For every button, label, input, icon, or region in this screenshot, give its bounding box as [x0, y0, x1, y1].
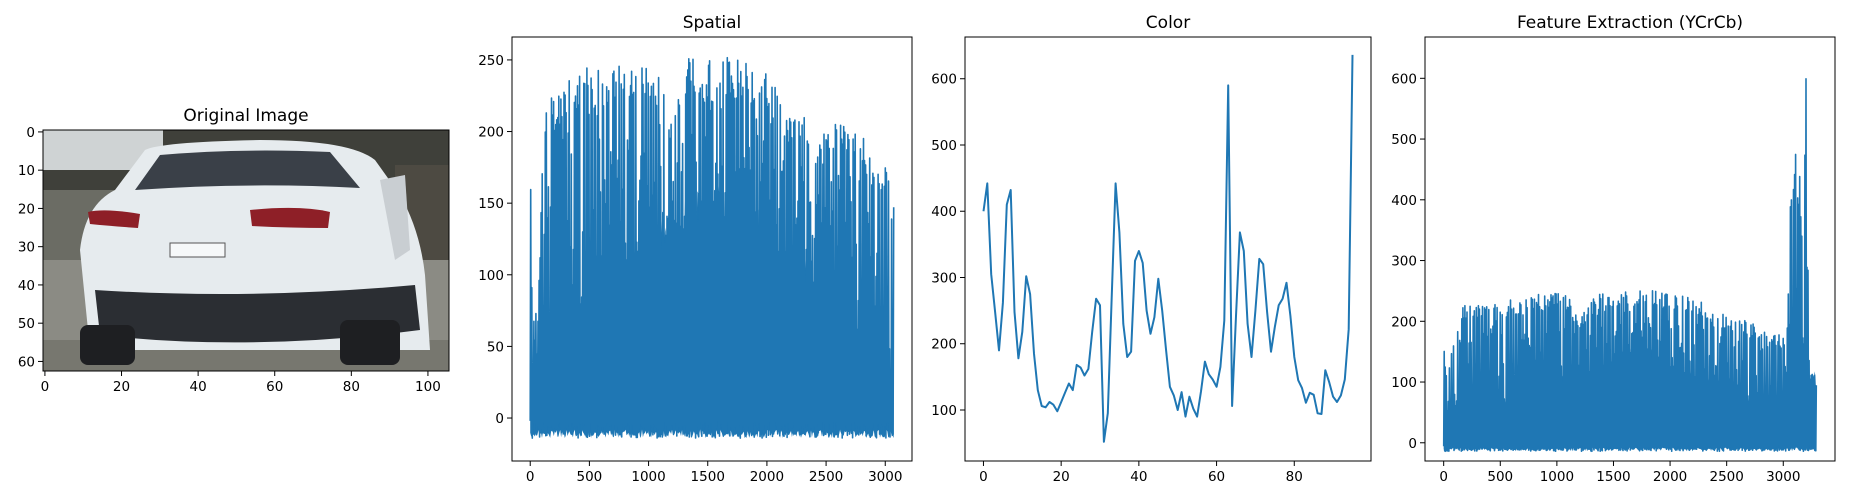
- x-tick-label: 0: [526, 469, 535, 485]
- x-tick-label: 80: [1286, 469, 1303, 485]
- x-tick-label: 0: [41, 379, 50, 395]
- dense-line: [1442, 78, 1818, 453]
- y-tick-label: 200: [931, 337, 957, 353]
- y-tick-label: 200: [478, 125, 504, 141]
- x-tick-label: 2500: [1709, 469, 1743, 485]
- car-image: [43, 130, 449, 371]
- x-tick-label: 20: [113, 379, 130, 395]
- panel-frame-color: [964, 36, 1372, 462]
- panel-original-image: Original Image 0 20 40: [18, 106, 450, 395]
- y-tick-label: 60: [18, 354, 35, 370]
- x-tick-label: 40: [1130, 469, 1147, 485]
- color-line: [982, 54, 1354, 443]
- x-tick-label: 0: [979, 469, 988, 485]
- x-tick-label: 60: [1208, 469, 1225, 485]
- y-tick-label: 30: [18, 240, 35, 256]
- x-tick-label: 2000: [1653, 469, 1687, 485]
- axes-feature: 0 500 1000 1500 2000 2500 3000 0 100 200 300 400 500…: [1391, 71, 1800, 485]
- spatial-series: [529, 56, 895, 439]
- y-tick-label: 0: [26, 125, 35, 141]
- y-tick-label: 300: [1391, 254, 1417, 270]
- y-tick-label: 200: [1391, 314, 1417, 330]
- x-tick-label: 1000: [1540, 469, 1574, 485]
- panel-title-spatial: Spatial: [683, 13, 742, 33]
- y-tick-label: 600: [1391, 71, 1417, 87]
- dense-line: [529, 56, 895, 439]
- x-tick-label: 100: [415, 379, 441, 395]
- panel-frame-feature: [1424, 36, 1836, 462]
- x-tick-label: 20: [1053, 469, 1070, 485]
- y-tick-label: 50: [487, 339, 504, 355]
- y-tick-label: 40: [18, 278, 35, 294]
- x-tick-label: 1000: [631, 469, 665, 485]
- x-tick-label: 1500: [1596, 469, 1630, 485]
- y-tick-label: 50: [18, 316, 35, 332]
- x-tick-label: 3000: [1766, 469, 1800, 485]
- y-tick-label: 250: [478, 53, 504, 69]
- x-tick-label: 2500: [809, 469, 843, 485]
- y-tick-label: 0: [1408, 436, 1417, 452]
- x-tick-label: 1500: [691, 469, 725, 485]
- y-tick-label: 100: [1391, 375, 1417, 391]
- y-tick-label: 10: [18, 163, 35, 179]
- x-tick-label: 60: [266, 379, 283, 395]
- panel-frame-original: [42, 129, 450, 372]
- panel-spatial: Spatial 0 500 1000 1500 2000 2500 3000 0 50 100 15…: [478, 13, 913, 485]
- y-tick-label: 150: [478, 196, 504, 212]
- y-tick-label: 500: [931, 138, 957, 154]
- panel-title-feature: Feature Extraction (YCrCb): [1517, 13, 1743, 33]
- axes-spatial: 0 500 1000 1500 2000 2500 3000 0 50 100 150 200 250: [478, 53, 902, 485]
- x-tick-label: 40: [190, 379, 207, 395]
- x-tick-label: 3000: [868, 469, 902, 485]
- y-tick-label: 100: [931, 403, 957, 419]
- panel-frame-spatial: [511, 36, 913, 462]
- x-tick-label: 500: [1487, 469, 1513, 485]
- y-tick-label: 0: [495, 411, 504, 427]
- panel-feature-extraction: Feature Extraction (YCrCb) 0 500 1000 1500 2…: [1391, 13, 1836, 485]
- axes-original: 0 20 40 60 80 100 0 10 20 30 40 50 60: [18, 125, 441, 395]
- y-tick-label: 100: [478, 268, 504, 284]
- y-tick-label: 400: [1391, 193, 1417, 209]
- y-tick-label: 300: [931, 270, 957, 286]
- y-tick-label: 20: [18, 201, 35, 217]
- panel-title-original: Original Image: [183, 106, 308, 126]
- y-tick-label: 400: [931, 204, 957, 220]
- y-tick-label: 600: [931, 72, 957, 88]
- color-series: [982, 54, 1354, 443]
- feature-series: [1442, 78, 1818, 453]
- y-tick-label: 500: [1391, 132, 1417, 148]
- panel-title-color: Color: [1146, 13, 1190, 33]
- axes-color: 0 20 40 60 80 100 200 300 400 500 600: [931, 72, 1303, 485]
- panel-color: Color 0 20 40 60 80 100 200 300 400 500 600: [931, 13, 1372, 485]
- x-tick-label: 2000: [750, 469, 784, 485]
- x-tick-label: 80: [343, 379, 360, 395]
- x-tick-label: 500: [577, 469, 603, 485]
- x-tick-label: 0: [1439, 469, 1448, 485]
